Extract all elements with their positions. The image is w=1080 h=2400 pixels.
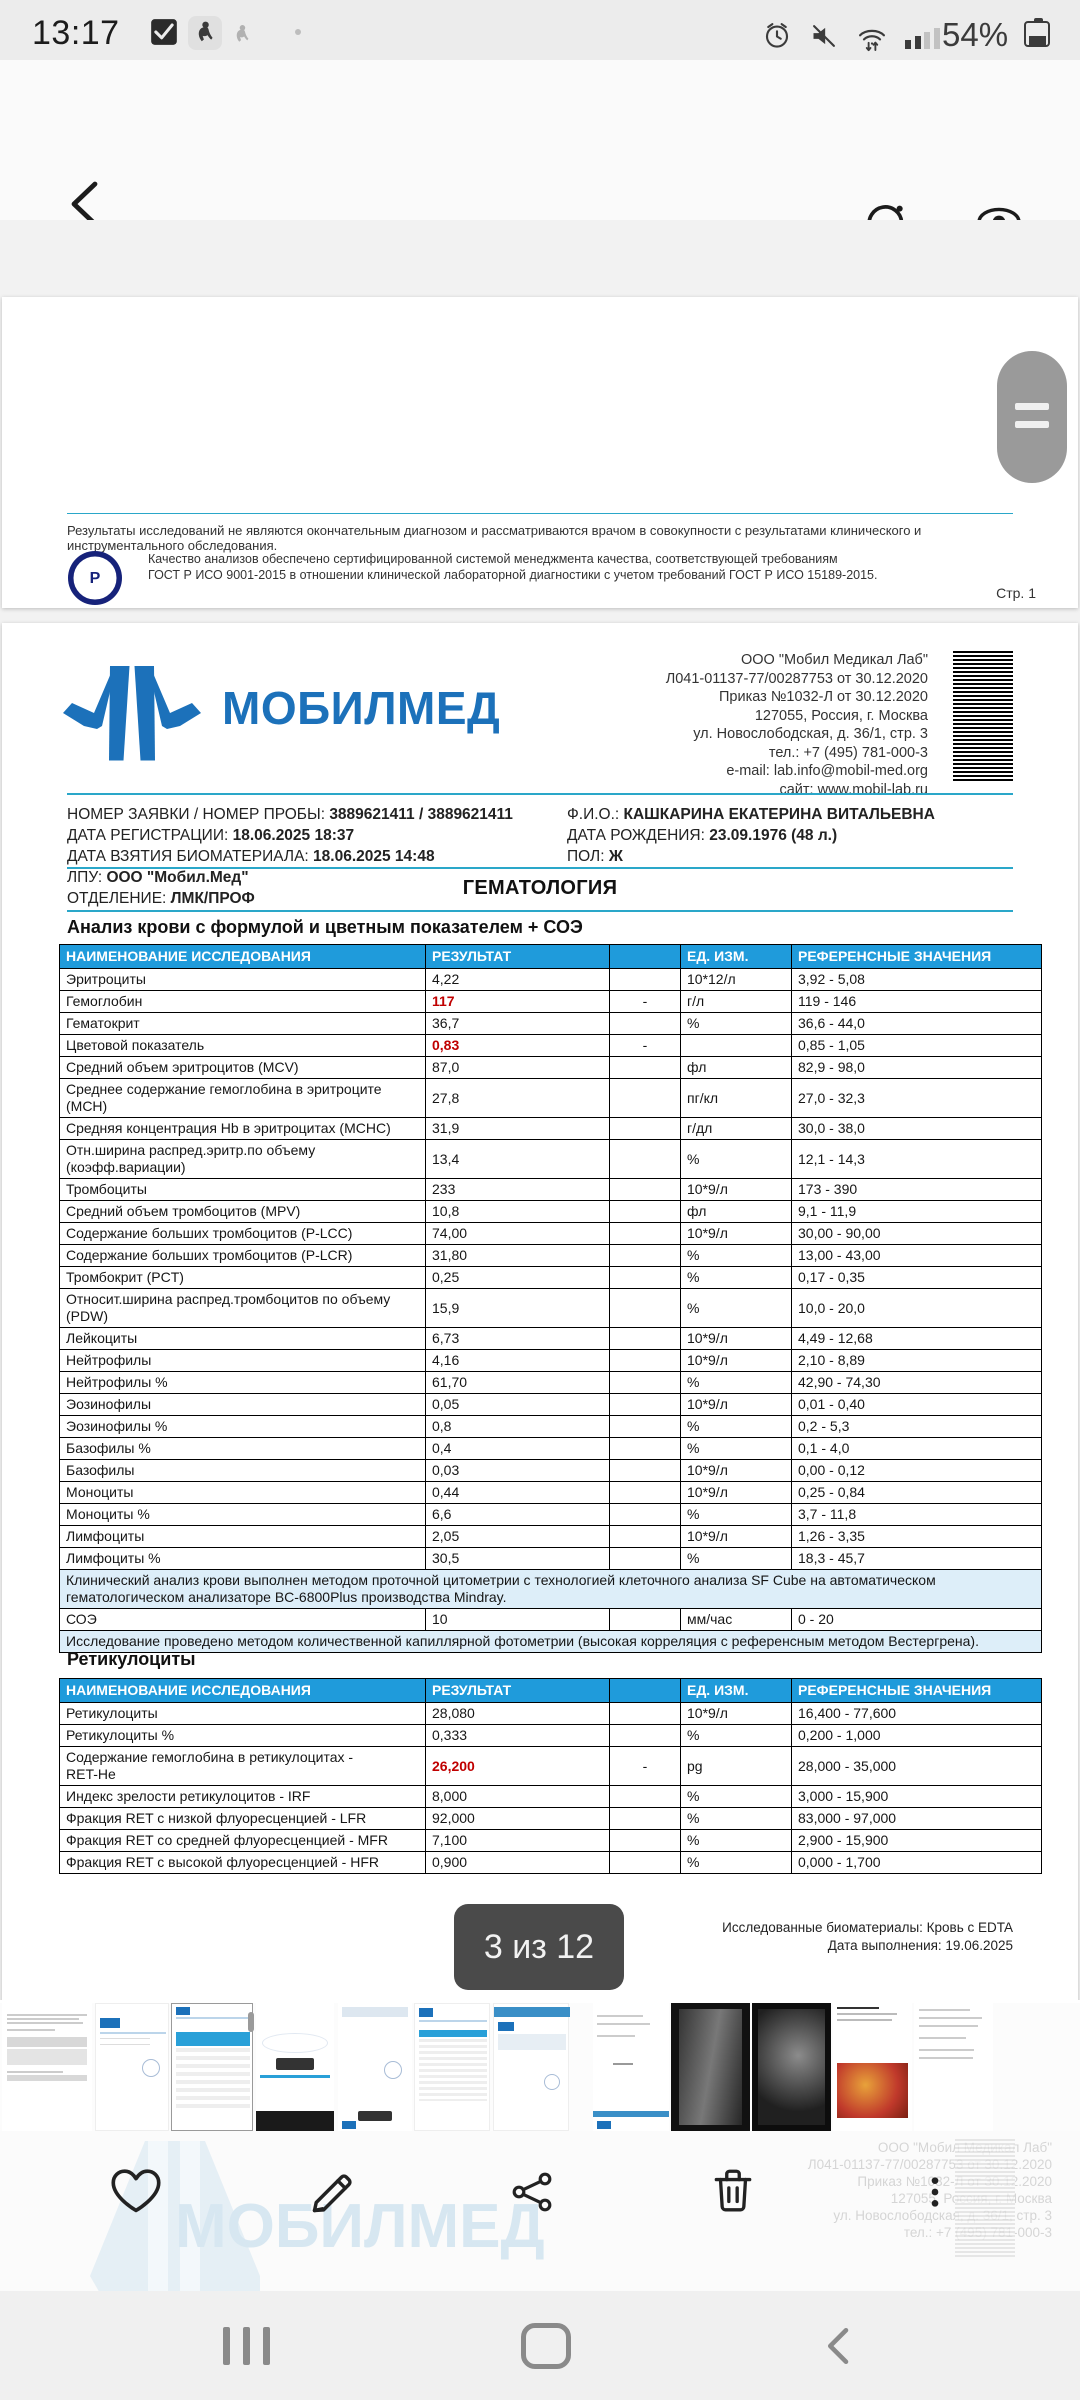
svg-text:Р: Р [90, 570, 101, 587]
